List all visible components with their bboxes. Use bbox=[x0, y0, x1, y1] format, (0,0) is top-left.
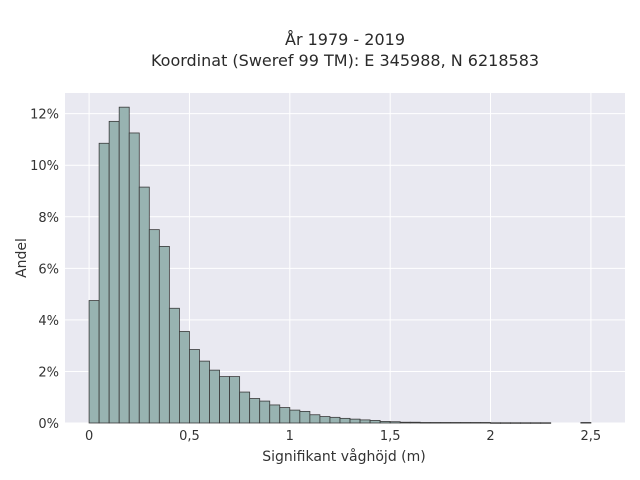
y-tick-label: 10% bbox=[30, 159, 59, 174]
histogram-bar bbox=[118, 106, 130, 424]
y-tick-labels: 0% 2% 4% 6% 8% 10% 12% bbox=[30, 108, 59, 432]
x-tick-label: 2,5 bbox=[581, 429, 602, 444]
histogram-bar bbox=[379, 421, 391, 424]
histogram-bar bbox=[289, 409, 301, 424]
histogram-bar bbox=[419, 422, 431, 424]
histogram-bar bbox=[98, 142, 110, 424]
y-tick-label: 6% bbox=[38, 262, 59, 277]
y-axis-label: Andel bbox=[14, 238, 30, 278]
x-tick-labels: 0 0,5 1 1,5 2 2,5 bbox=[85, 429, 601, 444]
chart-title-line-2: Koordinat (Sweref 99 TM): E 345988, N 62… bbox=[151, 51, 539, 70]
x-axis-label: Signifikant våghöjd (m) bbox=[262, 448, 425, 465]
histogram-bar bbox=[409, 421, 421, 424]
x-tick-label: 0,5 bbox=[179, 429, 200, 444]
histogram-bar bbox=[480, 422, 491, 424]
histogram-bar bbox=[138, 186, 150, 424]
histogram-bar bbox=[490, 422, 501, 424]
histogram-bar bbox=[249, 398, 261, 424]
histogram-bar bbox=[369, 420, 381, 424]
x-tick-label: 2 bbox=[486, 429, 494, 444]
histogram-bar bbox=[510, 422, 522, 424]
histogram-bar bbox=[309, 414, 321, 424]
histogram-bar bbox=[329, 416, 341, 424]
histogram-bar bbox=[470, 422, 481, 424]
histogram-bar bbox=[339, 417, 351, 424]
histogram-bar bbox=[108, 120, 120, 424]
histogram-bar bbox=[520, 422, 532, 424]
histogram-bar bbox=[389, 421, 401, 424]
histogram-bar bbox=[439, 422, 451, 424]
histogram-bar bbox=[128, 132, 140, 424]
histogram-bar bbox=[580, 422, 592, 424]
histogram-bar bbox=[168, 307, 180, 424]
histogram-bar bbox=[158, 245, 170, 424]
histogram-bar bbox=[259, 400, 271, 424]
histogram-bar bbox=[239, 391, 251, 424]
histogram-bar bbox=[319, 416, 331, 424]
histogram-bar bbox=[148, 229, 160, 424]
y-tick-label: 12% bbox=[30, 108, 59, 123]
x-tick-label: 1,5 bbox=[380, 429, 401, 444]
histogram-bar bbox=[88, 300, 100, 424]
histogram-bar bbox=[399, 421, 411, 424]
histogram-bar bbox=[219, 376, 230, 424]
histogram-bar bbox=[500, 422, 511, 424]
histogram-bar bbox=[229, 376, 241, 424]
chart-title-line-1: År 1979 - 2019 bbox=[285, 30, 405, 49]
y-tick-label: 2% bbox=[38, 365, 59, 380]
histogram-bar bbox=[460, 422, 471, 424]
histogram-bar bbox=[349, 418, 361, 424]
histogram-bar bbox=[189, 349, 200, 424]
histogram-bar bbox=[179, 331, 190, 424]
histogram-bar bbox=[209, 369, 220, 424]
x-tick-label: 0 bbox=[85, 429, 93, 444]
histogram-bar bbox=[279, 407, 291, 424]
y-tick-label: 4% bbox=[38, 314, 59, 329]
y-tick-label: 0% bbox=[38, 417, 59, 432]
histogram-bar bbox=[269, 404, 281, 424]
histogram-bar bbox=[299, 410, 311, 424]
x-tick-label: 1 bbox=[286, 429, 294, 444]
histogram-bar bbox=[449, 422, 461, 424]
histogram-bar bbox=[540, 422, 552, 424]
y-tick-label: 8% bbox=[38, 211, 59, 226]
bars bbox=[88, 106, 592, 424]
histogram-bar bbox=[530, 422, 542, 424]
histogram-bar bbox=[199, 360, 210, 424]
histogram-bar bbox=[429, 422, 441, 424]
histogram-bar bbox=[359, 419, 371, 424]
